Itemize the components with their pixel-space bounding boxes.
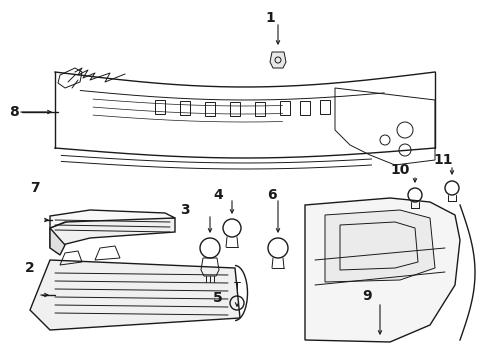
Bar: [205, 102, 215, 116]
Polygon shape: [30, 260, 240, 330]
Text: 7: 7: [30, 181, 40, 195]
Polygon shape: [50, 210, 175, 228]
Text: 6: 6: [267, 188, 277, 202]
Bar: [300, 101, 310, 115]
Text: 4: 4: [213, 188, 223, 202]
Polygon shape: [305, 198, 460, 342]
Polygon shape: [50, 228, 65, 255]
Text: 5: 5: [213, 291, 223, 305]
Text: 2: 2: [25, 261, 35, 275]
Bar: [155, 100, 165, 114]
Bar: [320, 100, 330, 114]
Text: 11: 11: [433, 153, 453, 167]
Polygon shape: [325, 210, 435, 282]
Bar: [280, 102, 290, 116]
Text: 1: 1: [265, 11, 275, 25]
Text: 8: 8: [9, 105, 19, 119]
Text: 3: 3: [180, 203, 190, 217]
Bar: [230, 102, 240, 116]
Polygon shape: [270, 52, 286, 68]
Polygon shape: [50, 213, 175, 248]
Text: 10: 10: [391, 163, 410, 177]
Text: 9: 9: [362, 289, 372, 303]
Bar: [255, 102, 265, 116]
Bar: [180, 101, 190, 115]
